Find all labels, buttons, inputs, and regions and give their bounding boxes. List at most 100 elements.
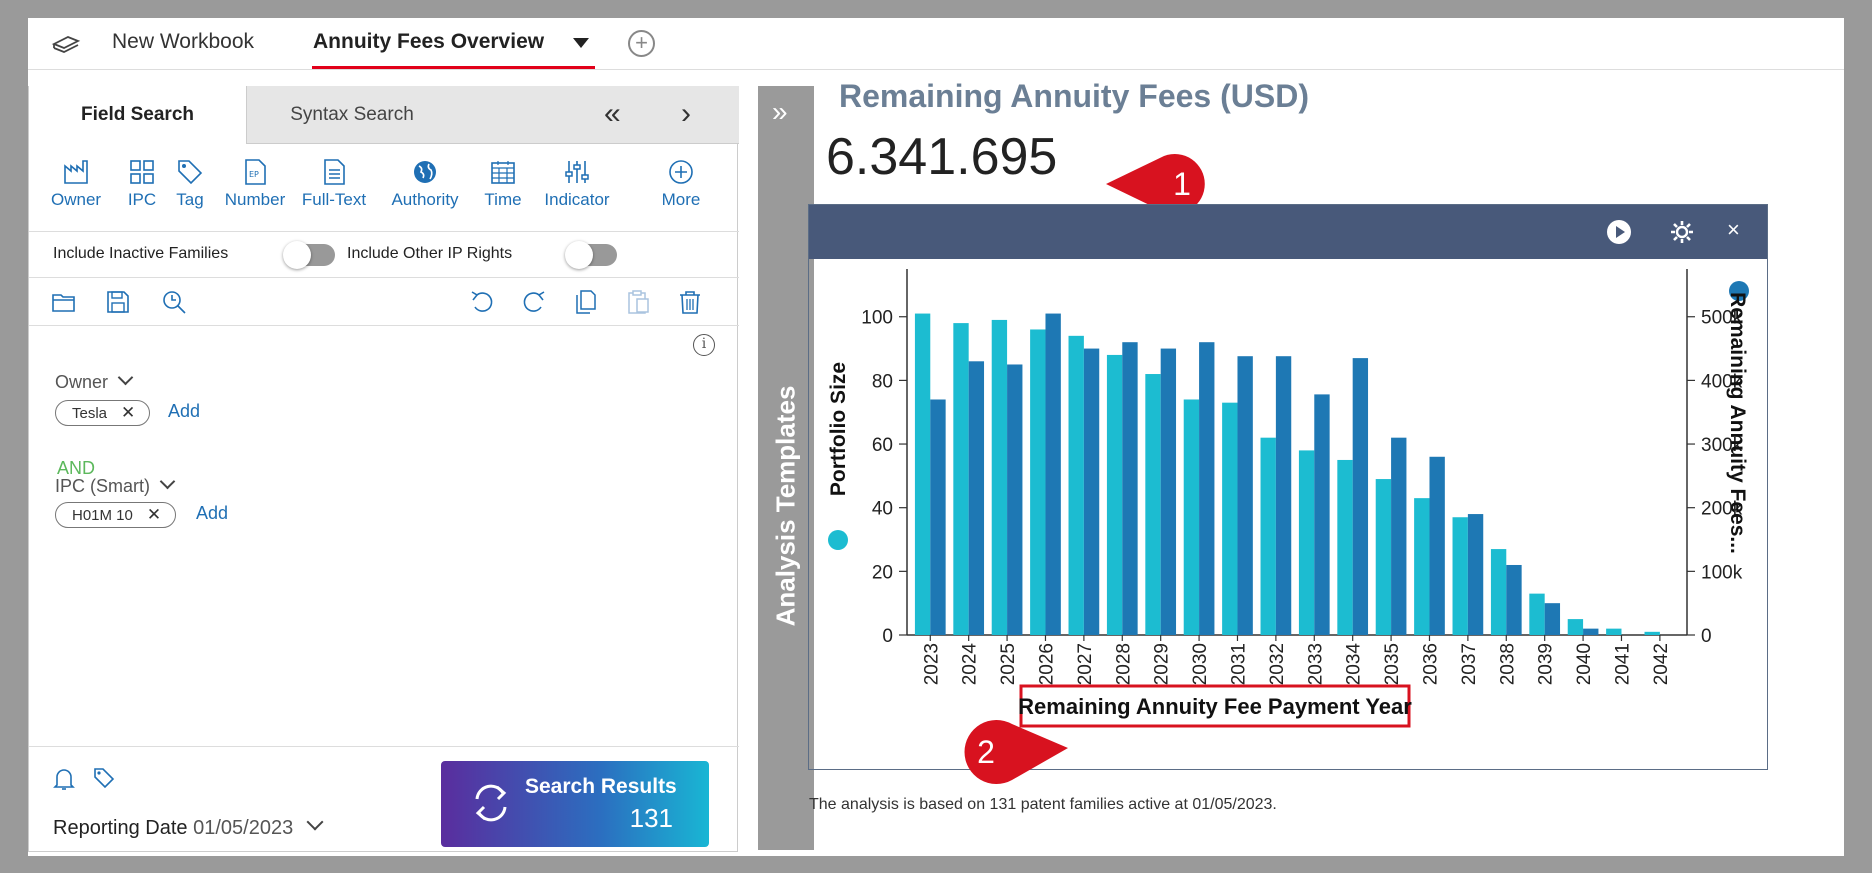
tool-owner[interactable]: Owner [51,158,101,210]
redo-icon[interactable] [521,289,547,315]
calendar-icon [491,161,515,184]
x-tick-label: 2041 [1612,643,1633,685]
tab-field-search[interactable]: Field Search [29,86,247,144]
bar-remaining-fees [1122,342,1138,635]
x-tick-label: 2034 [1344,643,1365,686]
and-operator[interactable]: AND [57,458,96,478]
bar-portfolio-size [1068,335,1084,635]
tool-indicator[interactable]: Indicator [539,158,615,210]
tag-icon[interactable] [93,767,115,789]
y-right-tick-label: 0 [1701,626,1712,647]
x-tick-label: 2027 [1075,643,1096,685]
tool-indicator-label: Indicator [544,190,610,209]
bell-icon[interactable] [53,767,75,791]
bar-remaining-fees [968,361,985,635]
tool-ipc-label: IPC [127,190,157,209]
chevron-down-icon[interactable] [117,369,134,386]
bar-portfolio-size [914,313,931,635]
search-history-icon[interactable] [161,289,187,315]
tab-syntax-search[interactable]: Syntax Search [290,104,414,125]
panel-title: Remaining Annuity Fees (USD) [839,78,1309,114]
undo-icon[interactable] [469,289,495,315]
refresh-icon [475,784,507,822]
x-tick-label: 2040 [1574,643,1595,685]
chevron-down-icon[interactable] [306,813,324,831]
owner-chip[interactable]: Tesla ✕ [55,400,151,426]
search-results-button[interactable]: Search Results 131 [441,761,709,847]
tag-icon [178,160,203,185]
bar-portfolio-size [953,323,969,635]
workbook-icon[interactable] [50,30,82,58]
factory-icon [64,160,88,184]
x-tick-label: 2038 [1497,643,1518,685]
ipc-field[interactable]: IPC (Smart) [55,473,176,497]
owner-field[interactable]: Owner [55,369,134,393]
collapse-double-chevron-icon[interactable]: « [604,97,621,130]
tab-dropdown-icon[interactable] [573,38,589,48]
owner-add-link[interactable]: Add [168,401,201,421]
save-icon[interactable] [105,289,131,315]
y-left-tick-label: 100 [861,308,893,329]
tool-tag[interactable]: Tag [175,158,205,210]
inactive-families-toggle[interactable] [283,241,335,269]
tool-number[interactable]: EP Number [223,158,287,210]
reporting-date[interactable]: Reporting Date 01/05/2023 [53,813,324,840]
analysis-templates-sidebar[interactable]: » Analysis Templates [758,86,814,850]
remove-chip-icon[interactable]: ✕ [146,505,162,524]
legend-remaining-fees-dot[interactable] [1729,281,1749,301]
y-left-tick-label: 0 [882,626,893,647]
total-fees-value: 6.341.695 [826,128,1058,186]
y-left-tick-label: 20 [872,562,893,583]
copy-icon[interactable] [573,289,599,315]
other-ip-rights-toggle[interactable] [565,241,617,269]
paste-icon[interactable] [625,289,651,315]
tool-full-text[interactable]: Full-Text [299,158,369,210]
legend-portfolio-size-dot[interactable] [828,530,848,550]
play-icon[interactable] [1607,220,1631,244]
y-axis-right-label: Remaining Annuity Fees... [1726,292,1749,554]
search-footer: Reporting Date 01/05/2023 Search Results… [29,746,739,852]
tool-tag-label: Tag [176,190,204,209]
ipc-chip[interactable]: H01M 10 ✕ [55,502,177,528]
search-panel: Field Search Syntax Search « › Owner IPC… [28,86,739,852]
tool-ipc[interactable]: IPC [127,158,157,210]
sliders-icon [565,161,589,183]
x-tick-label: 2031 [1228,643,1249,685]
tool-time[interactable]: Time [481,158,525,210]
chevron-down-icon[interactable] [159,473,176,490]
search-results-count: 131 [629,803,673,833]
bar-remaining-fees [1045,313,1061,635]
bar-portfolio-size [1030,329,1046,635]
search-tabs: Field Search Syntax Search « › [29,86,739,144]
bar-portfolio-size [1375,479,1392,635]
x-tick-label: 2036 [1420,643,1441,685]
search-results-label: Search Results [525,775,677,798]
close-icon[interactable]: × [1727,217,1740,242]
add-tab-icon[interactable]: + [628,30,655,57]
delete-icon[interactable] [677,289,703,315]
y-right-tick-label: 200k [1701,499,1743,520]
bar-remaining-fees [1583,628,1599,635]
y-left-tick-label: 60 [872,435,893,456]
active-tab-indicator [312,66,595,69]
chart-header: × [809,205,1767,259]
ipc-add-link[interactable]: Add [196,503,229,523]
tool-owner-label: Owner [51,190,102,209]
expand-double-chevron-icon[interactable]: » [772,96,788,127]
open-folder-icon[interactable] [51,289,77,315]
x-tick-label: 2024 [960,643,981,686]
bar-remaining-fees [930,399,946,635]
tool-authority[interactable]: Authority [385,158,465,210]
gear-icon[interactable] [1669,219,1695,245]
remove-chip-icon[interactable]: ✕ [121,403,136,422]
tab-new-workbook[interactable]: New Workbook [112,30,254,53]
bar-remaining-fees [1352,358,1369,635]
tool-time-label: Time [484,190,522,209]
bar-remaining-fees [1237,356,1253,635]
next-chevron-icon[interactable]: › [681,97,691,130]
info-icon[interactable]: i [693,334,715,356]
analysis-footnote: The analysis is based on 131 patent fami… [809,796,1277,813]
bar-portfolio-size [1183,399,1200,635]
tool-more[interactable]: More [659,158,703,210]
tab-annuity-fees-overview[interactable]: Annuity Fees Overview [313,30,545,53]
